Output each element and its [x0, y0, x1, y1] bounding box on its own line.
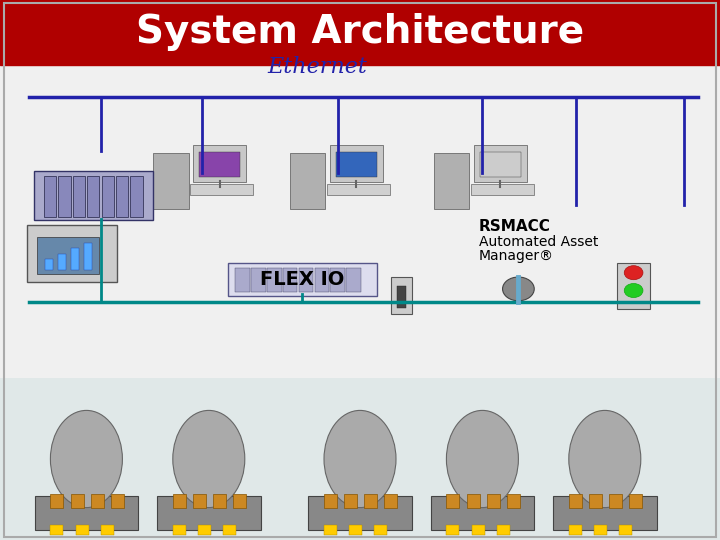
FancyBboxPatch shape [130, 176, 143, 217]
FancyBboxPatch shape [153, 153, 189, 209]
FancyBboxPatch shape [27, 225, 117, 282]
FancyBboxPatch shape [37, 237, 99, 274]
Bar [446, 525, 459, 535]
Bar [446, 494, 459, 508]
FancyBboxPatch shape [471, 184, 534, 195]
Bar [374, 525, 387, 535]
FancyBboxPatch shape [190, 184, 253, 195]
FancyBboxPatch shape [87, 176, 99, 217]
Text: Ethernet: Ethernet [267, 56, 366, 78]
Bar [45, 259, 53, 270]
FancyBboxPatch shape [391, 277, 412, 314]
Bar [629, 494, 642, 508]
Circle shape [624, 284, 643, 298]
Bar [91, 494, 104, 508]
FancyBboxPatch shape [283, 268, 297, 292]
Bar [233, 494, 246, 508]
Bar [467, 494, 480, 508]
Bar [76, 525, 89, 535]
Bar [507, 494, 520, 508]
FancyBboxPatch shape [267, 268, 282, 292]
Bar [384, 494, 397, 508]
Bar [324, 494, 337, 508]
Ellipse shape [446, 410, 518, 508]
FancyBboxPatch shape [157, 496, 261, 530]
FancyBboxPatch shape [73, 176, 85, 217]
Bar [50, 525, 63, 535]
Text: Automated Asset: Automated Asset [479, 235, 598, 249]
Circle shape [503, 277, 534, 301]
FancyBboxPatch shape [315, 268, 329, 292]
Bar [50, 494, 63, 508]
FancyBboxPatch shape [299, 268, 313, 292]
Bar [324, 525, 337, 535]
FancyBboxPatch shape [199, 152, 240, 177]
FancyBboxPatch shape [193, 145, 246, 182]
Bar [193, 494, 206, 508]
Bar [71, 248, 79, 270]
Text: RSMACC: RSMACC [479, 219, 551, 234]
Bar [101, 525, 114, 535]
Bar [609, 494, 622, 508]
FancyBboxPatch shape [290, 153, 325, 209]
Text: FLEX IO: FLEX IO [260, 269, 345, 289]
FancyBboxPatch shape [35, 496, 138, 530]
FancyBboxPatch shape [327, 184, 390, 195]
FancyBboxPatch shape [553, 496, 657, 530]
Text: Manager®: Manager® [479, 249, 554, 264]
FancyBboxPatch shape [44, 176, 56, 217]
Bar [497, 525, 510, 535]
FancyBboxPatch shape [474, 145, 527, 182]
Bar [349, 525, 362, 535]
Bar [569, 525, 582, 535]
Bar [71, 494, 84, 508]
Bar [173, 525, 186, 535]
Ellipse shape [173, 410, 245, 508]
FancyBboxPatch shape [235, 268, 250, 292]
FancyBboxPatch shape [0, 0, 720, 65]
FancyBboxPatch shape [346, 268, 361, 292]
FancyBboxPatch shape [431, 496, 534, 530]
Bar [0, 378, 720, 540]
FancyBboxPatch shape [251, 268, 266, 292]
Bar [344, 494, 357, 508]
Bar [111, 494, 124, 508]
Bar [364, 494, 377, 508]
Bar [84, 243, 92, 270]
Bar [223, 525, 236, 535]
Circle shape [624, 266, 643, 280]
FancyBboxPatch shape [397, 286, 406, 308]
FancyBboxPatch shape [330, 145, 383, 182]
Ellipse shape [569, 410, 641, 508]
Bar [472, 525, 485, 535]
Bar [487, 494, 500, 508]
Bar [58, 254, 66, 270]
Bar [619, 525, 632, 535]
Bar [213, 494, 226, 508]
FancyBboxPatch shape [434, 153, 469, 209]
FancyBboxPatch shape [34, 171, 153, 220]
FancyBboxPatch shape [617, 263, 650, 309]
Ellipse shape [324, 410, 396, 508]
FancyBboxPatch shape [336, 152, 377, 177]
Bar [589, 494, 602, 508]
FancyBboxPatch shape [116, 176, 128, 217]
Ellipse shape [50, 410, 122, 508]
Bar [594, 525, 607, 535]
FancyBboxPatch shape [58, 176, 71, 217]
FancyBboxPatch shape [102, 176, 114, 217]
FancyBboxPatch shape [480, 152, 521, 177]
FancyBboxPatch shape [228, 263, 377, 296]
FancyBboxPatch shape [308, 496, 412, 530]
Bar [173, 494, 186, 508]
FancyBboxPatch shape [330, 268, 345, 292]
Bar [198, 525, 211, 535]
Bar [569, 494, 582, 508]
Text: System Architecture: System Architecture [136, 14, 584, 51]
